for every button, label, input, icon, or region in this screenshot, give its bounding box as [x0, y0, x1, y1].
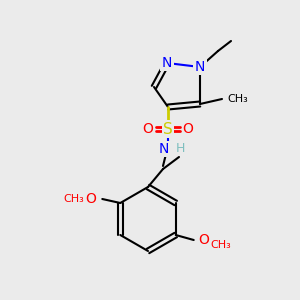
Text: N: N — [195, 60, 205, 74]
Text: O: O — [199, 233, 210, 247]
Text: N: N — [159, 142, 169, 156]
Text: N: N — [162, 56, 172, 70]
Text: H: H — [176, 142, 185, 154]
Text: S: S — [163, 122, 173, 136]
Text: O: O — [85, 192, 96, 206]
Text: CH₃: CH₃ — [64, 194, 84, 204]
Text: O: O — [142, 122, 153, 136]
Text: CH₃: CH₃ — [227, 94, 248, 104]
Text: O: O — [183, 122, 194, 136]
Text: CH₃: CH₃ — [211, 240, 232, 250]
